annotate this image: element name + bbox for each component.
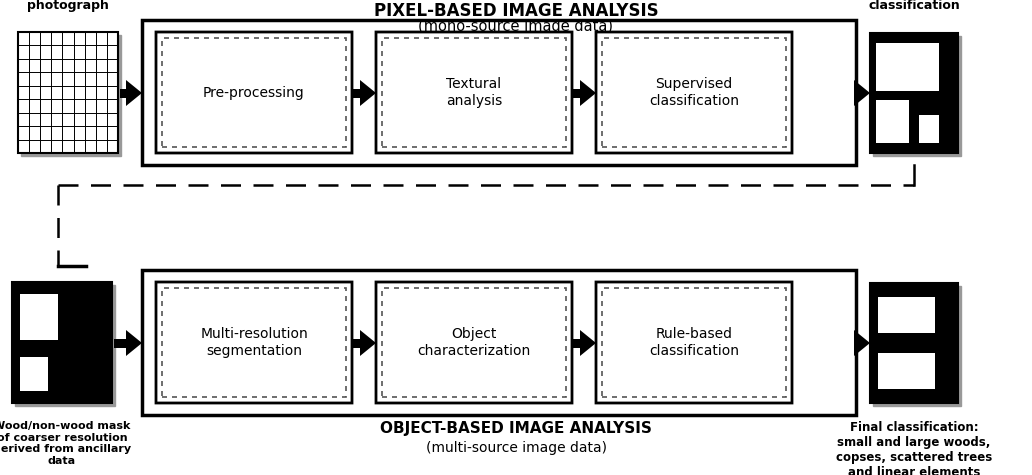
FancyBboxPatch shape — [156, 282, 352, 403]
Text: Wood/non-wood mask
of coarser resolution
derived from ancillary
data: Wood/non-wood mask of coarser resolution… — [0, 421, 131, 466]
Text: Object
characterization: Object characterization — [417, 327, 530, 358]
Text: Aerial
photograph: Aerial photograph — [27, 0, 109, 12]
FancyBboxPatch shape — [596, 282, 792, 403]
Bar — [572, 339, 580, 348]
Bar — [920, 114, 939, 143]
Polygon shape — [854, 80, 870, 106]
Bar — [876, 43, 939, 91]
FancyBboxPatch shape — [602, 38, 786, 147]
Polygon shape — [126, 80, 142, 106]
Text: Final classification:
small and large woods,
copses, scattered trees
and linear : Final classification: small and large wo… — [836, 421, 992, 475]
Text: Supervised
classification: Supervised classification — [649, 77, 739, 108]
Bar — [878, 352, 935, 389]
Polygon shape — [360, 330, 376, 356]
Bar — [352, 339, 360, 348]
Polygon shape — [360, 80, 376, 106]
Bar — [142, 20, 856, 165]
Text: Textural
analysis: Textural analysis — [446, 77, 503, 108]
Polygon shape — [854, 330, 870, 356]
Polygon shape — [580, 330, 596, 356]
Bar — [854, 339, 856, 348]
FancyBboxPatch shape — [596, 32, 792, 153]
Text: (multi-source image data): (multi-source image data) — [425, 441, 607, 455]
Bar — [876, 100, 909, 143]
Text: PIXEL-BASED IMAGE ANALYSIS: PIXEL-BASED IMAGE ANALYSIS — [374, 2, 658, 20]
Bar — [142, 270, 856, 415]
Bar — [120, 88, 126, 97]
FancyBboxPatch shape — [376, 282, 572, 403]
Text: Multi-resolution
segmentation: Multi-resolution segmentation — [200, 327, 308, 358]
Bar — [873, 286, 961, 406]
Bar — [854, 88, 856, 97]
Polygon shape — [126, 330, 142, 356]
Bar — [572, 88, 580, 97]
FancyBboxPatch shape — [162, 288, 346, 397]
Text: Rule-based
classification: Rule-based classification — [649, 327, 739, 358]
Bar — [20, 294, 58, 340]
FancyBboxPatch shape — [156, 32, 352, 153]
Bar — [15, 285, 115, 406]
Bar — [20, 357, 49, 391]
Text: Wood/non-wood
classification: Wood/non-wood classification — [858, 0, 970, 12]
FancyBboxPatch shape — [382, 38, 566, 147]
FancyBboxPatch shape — [162, 38, 346, 147]
Bar — [21, 35, 121, 156]
FancyBboxPatch shape — [376, 32, 572, 153]
Bar — [870, 283, 958, 403]
Bar — [873, 36, 961, 156]
FancyBboxPatch shape — [382, 288, 566, 397]
Bar — [352, 88, 360, 97]
Bar — [114, 339, 126, 348]
Bar — [12, 282, 112, 403]
Text: (mono-source image data): (mono-source image data) — [419, 19, 613, 34]
Bar — [18, 32, 118, 153]
Polygon shape — [580, 80, 596, 106]
Bar — [870, 33, 958, 153]
Bar — [878, 297, 935, 333]
Text: Pre-processing: Pre-processing — [203, 86, 304, 99]
FancyBboxPatch shape — [602, 288, 786, 397]
Text: OBJECT-BASED IMAGE ANALYSIS: OBJECT-BASED IMAGE ANALYSIS — [380, 421, 652, 436]
